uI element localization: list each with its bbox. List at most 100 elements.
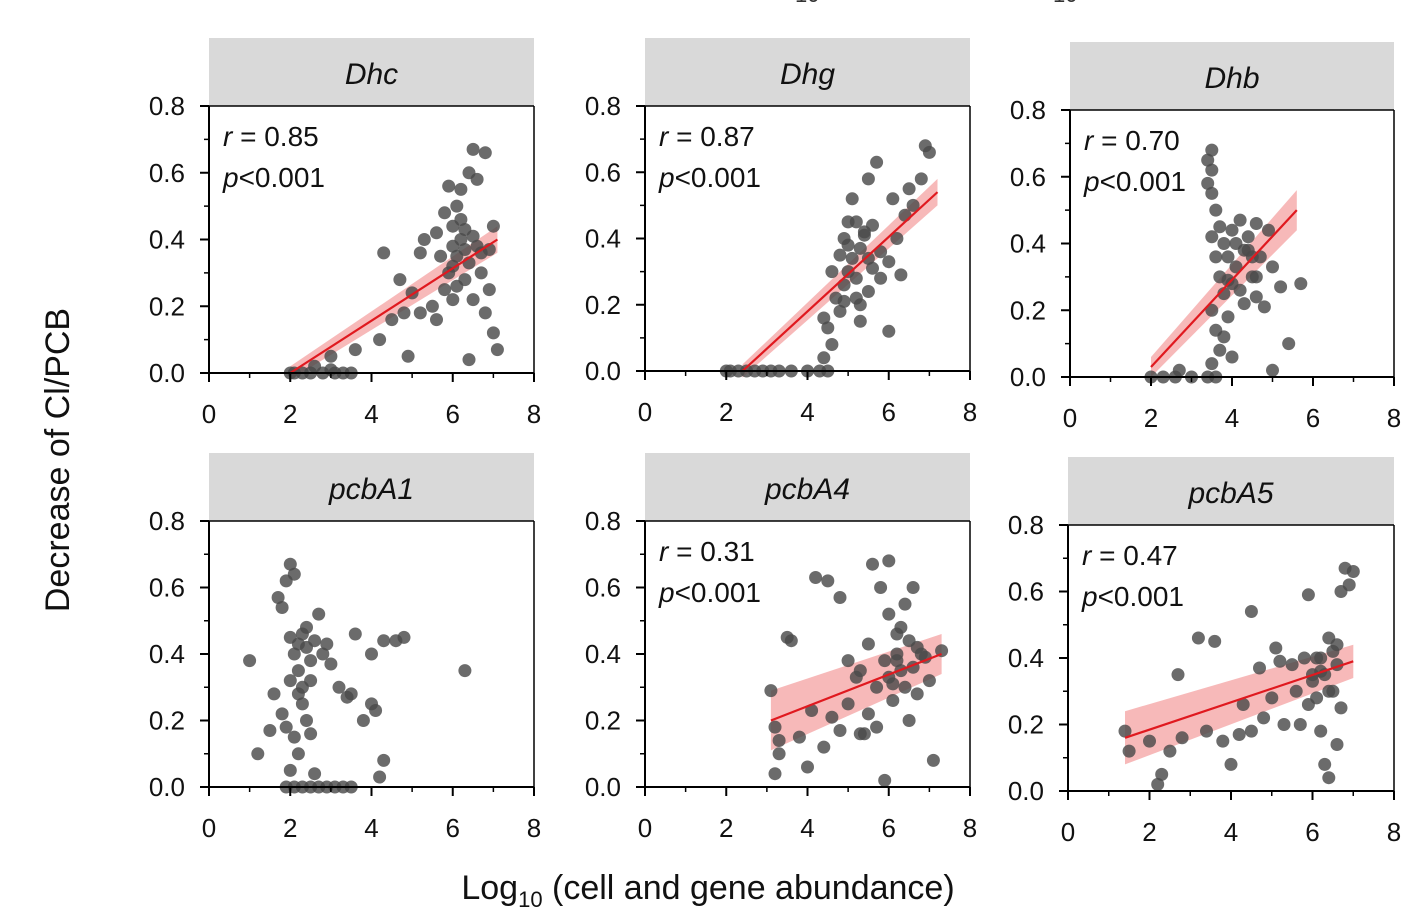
data-point [849, 215, 863, 229]
data-point [474, 266, 488, 280]
data-point [304, 674, 318, 688]
data-point [348, 343, 362, 357]
data-point [1201, 153, 1215, 167]
data-point [882, 324, 896, 338]
data-point [1346, 565, 1360, 578]
data-point [870, 680, 884, 694]
data-point [393, 273, 407, 287]
data-point [861, 251, 875, 265]
data-point [845, 251, 859, 265]
data-point [935, 644, 949, 658]
data-point [1282, 337, 1296, 351]
data-point [1318, 757, 1332, 771]
stat-p-annotation: p<0.001 [1083, 166, 1186, 197]
data-point [906, 581, 920, 594]
data-point [446, 293, 460, 307]
data-point [894, 620, 908, 634]
panel-title-strip [209, 453, 534, 521]
data-point [1310, 691, 1324, 705]
data-point [478, 146, 492, 160]
data-point [898, 597, 912, 611]
data-point [397, 630, 411, 644]
data-point [365, 647, 378, 661]
data-point [316, 647, 330, 661]
data-point [1224, 757, 1238, 771]
data-point [1294, 277, 1308, 291]
panel-title-strip [645, 453, 970, 521]
data-point [1172, 363, 1186, 377]
data-point [821, 574, 835, 588]
data-point [438, 283, 452, 297]
data-point [1233, 283, 1247, 297]
x-tick-label: 6 [882, 397, 896, 427]
x-tick-label: 0 [638, 813, 652, 843]
data-point [878, 654, 892, 668]
data-point [450, 199, 464, 213]
data-point [482, 283, 496, 297]
y-tick-label: 0.6 [149, 573, 185, 603]
data-point [1330, 738, 1344, 751]
x-axis-label: Log10 (cell and gene abundance) [0, 868, 1416, 920]
data-point [890, 654, 904, 668]
y-tick-label: 0.4 [585, 224, 621, 254]
x-tick-label: 0 [202, 813, 216, 843]
x-tick-label: 2 [1142, 817, 1156, 847]
data-point [356, 714, 370, 727]
data-point [1301, 588, 1315, 602]
x-tick-label: 6 [446, 399, 460, 429]
data-point [1266, 260, 1279, 274]
data-point [275, 707, 289, 721]
data-point [1326, 684, 1340, 698]
y-tick-label: 0.4 [1008, 643, 1044, 673]
data-point [886, 192, 900, 206]
data-point [287, 647, 301, 661]
y-tick-label: 0.4 [149, 225, 185, 255]
data-point [462, 166, 476, 180]
data-point [1266, 363, 1279, 377]
data-point [809, 571, 823, 584]
data-point [425, 299, 439, 313]
x-tick-label: 2 [283, 813, 297, 843]
panel-title-strip [645, 38, 970, 106]
data-point [1265, 691, 1279, 705]
panel-dhg: Dhg 0.0 0.2 0.4 0.6 0.8 0 2 4 6 8 r = 0.87 p<0.001 [585, 38, 977, 427]
data-point [466, 142, 480, 156]
data-point [902, 182, 916, 196]
data-point [462, 353, 476, 367]
panel-title: pcbA1 [328, 473, 414, 506]
data-point [878, 773, 892, 787]
data-point [841, 654, 855, 668]
data-point [1322, 771, 1336, 785]
x-tick-label: 8 [963, 813, 977, 843]
data-point [906, 198, 920, 212]
data-point [332, 680, 346, 694]
y-tick-label: 0.6 [1008, 577, 1044, 607]
data-point [1151, 777, 1165, 791]
data-point [1201, 176, 1215, 190]
data-point [397, 306, 411, 320]
data-point [373, 333, 387, 347]
data-point [283, 674, 297, 688]
data-point [1200, 724, 1213, 738]
x-tick-label: 4 [800, 397, 814, 427]
y-tick-label: 0.2 [1008, 710, 1044, 740]
data-point [825, 710, 839, 724]
stat-p-annotation: p<0.001 [658, 162, 761, 193]
x-tick-label: 0 [638, 397, 652, 427]
data-point [882, 607, 896, 621]
stat-r-annotation: r = 0.85 [223, 121, 319, 152]
data-point [1118, 724, 1132, 738]
data-point [857, 727, 871, 741]
top-fragment-sub-right: 10 [1053, 0, 1077, 7]
data-point [1274, 280, 1288, 294]
data-point [1334, 701, 1348, 715]
data-point [344, 687, 358, 701]
data-point [1232, 728, 1246, 741]
y-tick-label: 0.6 [149, 158, 185, 188]
data-point [377, 634, 391, 648]
data-point [768, 720, 782, 734]
x-tick-label: 8 [1387, 817, 1401, 847]
data-point [1213, 343, 1227, 357]
data-point [1209, 203, 1223, 217]
data-point [853, 241, 867, 255]
